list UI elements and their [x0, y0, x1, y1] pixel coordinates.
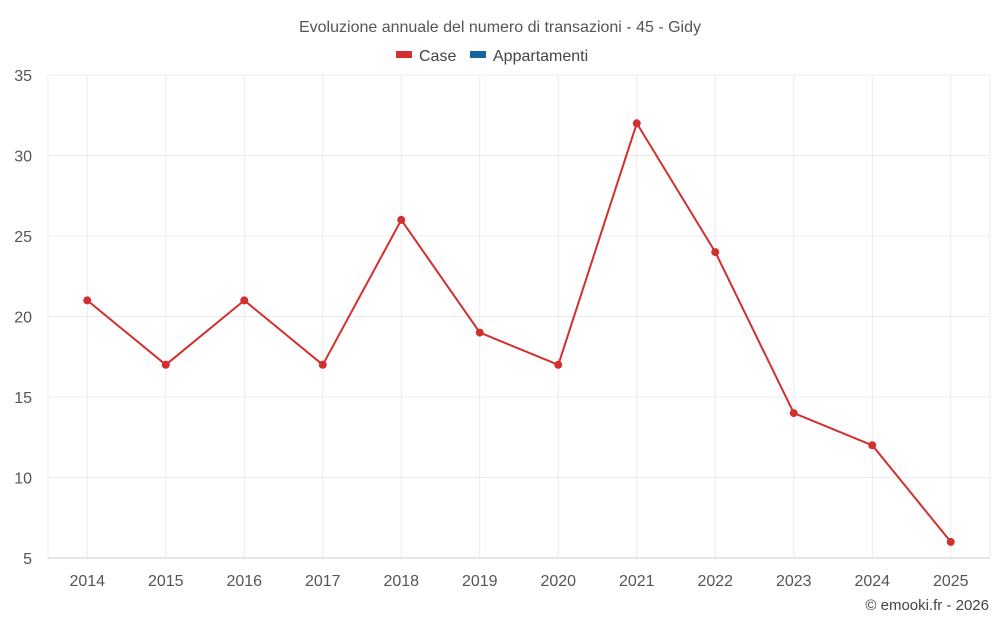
legend-label-appartamenti: Appartamenti — [493, 48, 588, 65]
y-tick-label: 35 — [14, 68, 32, 85]
x-tick-label: 2014 — [69, 573, 105, 590]
grid-layer — [47, 74, 991, 558]
data-point-case — [240, 296, 249, 305]
data-point-case — [632, 119, 641, 128]
y-tick-label: 10 — [14, 471, 32, 488]
legend-label-case: Case — [419, 48, 456, 65]
credit-text: © emooki.fr - 2026 — [865, 597, 989, 614]
data-point-case — [868, 441, 877, 450]
x-tick-label: 2021 — [619, 573, 655, 590]
chart-title: Evoluzione annuale del numero di transaz… — [299, 19, 701, 36]
x-tick-label: 2020 — [540, 573, 576, 590]
x-tick-label: 2018 — [383, 573, 419, 590]
x-tick-label: 2023 — [776, 573, 812, 590]
legend: Case Appartamenti — [396, 48, 588, 65]
x-tick-label: 2015 — [148, 573, 184, 590]
data-point-case — [83, 296, 92, 305]
legend-item-case[interactable]: Case — [396, 48, 456, 65]
legend-item-appartamenti[interactable]: Appartamenti — [470, 48, 588, 65]
data-point-case — [318, 360, 327, 369]
x-tick-label: 2016 — [226, 573, 262, 590]
data-point-case — [789, 409, 798, 418]
y-tick-label: 15 — [14, 390, 32, 407]
series-line-case — [86, 122, 952, 543]
y-tick-label: 5 — [23, 551, 32, 568]
legend-swatch-appartamenti — [470, 51, 486, 58]
data-point-case — [397, 215, 406, 224]
x-tick-label: 2019 — [462, 573, 498, 590]
x-tick-label: 2022 — [697, 573, 733, 590]
data-point-case — [554, 360, 563, 369]
legend-swatch-case — [396, 51, 412, 58]
x-tick-label: 2025 — [933, 573, 969, 590]
y-tick-label: 20 — [14, 310, 32, 327]
data-point-case — [711, 248, 720, 257]
data-point-case — [475, 328, 484, 337]
y-tick-label: 25 — [14, 229, 32, 246]
x-tick-label: 2017 — [305, 573, 341, 590]
y-tick-label: 30 — [14, 149, 32, 166]
series-layer — [83, 119, 955, 546]
data-point-case — [161, 360, 170, 369]
x-tick-label: 2024 — [854, 573, 890, 590]
data-point-case — [946, 537, 955, 546]
